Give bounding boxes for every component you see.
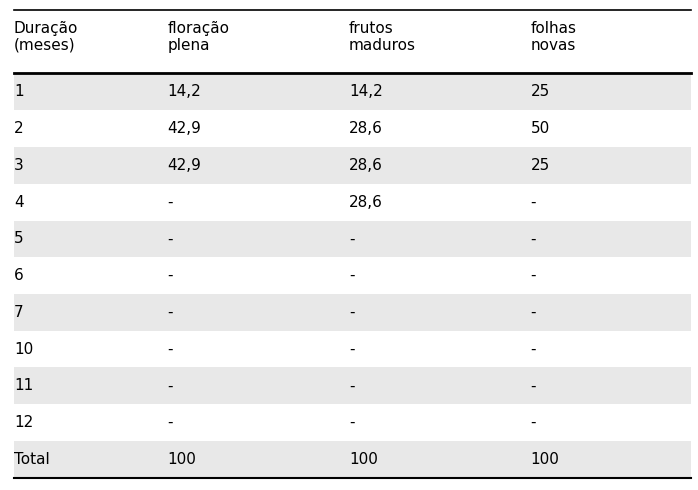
FancyBboxPatch shape — [14, 441, 691, 478]
Text: -: - — [530, 378, 536, 393]
Text: 14,2: 14,2 — [168, 84, 201, 99]
Text: -: - — [349, 305, 355, 320]
Text: 5: 5 — [14, 231, 24, 246]
FancyBboxPatch shape — [14, 368, 691, 404]
Text: folhas
novas: folhas novas — [530, 21, 577, 53]
Text: 6: 6 — [14, 268, 24, 283]
Text: 42,9: 42,9 — [168, 121, 202, 136]
Text: 25: 25 — [530, 158, 550, 173]
Text: -: - — [168, 415, 173, 430]
Text: 100: 100 — [349, 452, 378, 467]
Text: Total: Total — [14, 452, 50, 467]
Text: 1: 1 — [14, 84, 24, 99]
Text: 50: 50 — [530, 121, 550, 136]
Text: -: - — [168, 305, 173, 320]
Text: Duração
(meses): Duração (meses) — [14, 21, 78, 53]
FancyBboxPatch shape — [14, 147, 691, 184]
Text: 28,6: 28,6 — [349, 195, 383, 210]
Text: 28,6: 28,6 — [349, 121, 383, 136]
Text: 25: 25 — [530, 84, 550, 99]
Text: 14,2: 14,2 — [349, 84, 383, 99]
Text: 100: 100 — [168, 452, 196, 467]
Text: -: - — [349, 231, 355, 246]
Text: 4: 4 — [14, 195, 24, 210]
Text: 7: 7 — [14, 305, 24, 320]
Text: 2: 2 — [14, 121, 24, 136]
Text: -: - — [168, 268, 173, 283]
FancyBboxPatch shape — [14, 10, 691, 74]
Text: -: - — [530, 268, 536, 283]
Text: 10: 10 — [14, 342, 34, 357]
Text: 28,6: 28,6 — [349, 158, 383, 173]
Text: 100: 100 — [530, 452, 559, 467]
Text: -: - — [530, 305, 536, 320]
Text: 3: 3 — [14, 158, 24, 173]
Text: 42,9: 42,9 — [168, 158, 202, 173]
Text: frutos
maduros: frutos maduros — [349, 21, 416, 53]
FancyBboxPatch shape — [14, 220, 691, 257]
Text: -: - — [168, 231, 173, 246]
Text: 11: 11 — [14, 378, 34, 393]
Text: -: - — [349, 268, 355, 283]
FancyBboxPatch shape — [14, 184, 691, 220]
FancyBboxPatch shape — [14, 257, 691, 294]
Text: -: - — [530, 415, 536, 430]
FancyBboxPatch shape — [14, 404, 691, 441]
Text: -: - — [349, 378, 355, 393]
Text: -: - — [530, 195, 536, 210]
FancyBboxPatch shape — [14, 110, 691, 147]
Text: -: - — [530, 231, 536, 246]
FancyBboxPatch shape — [14, 74, 691, 110]
Text: -: - — [349, 415, 355, 430]
Text: 12: 12 — [14, 415, 34, 430]
Text: -: - — [168, 342, 173, 357]
FancyBboxPatch shape — [14, 294, 691, 331]
Text: -: - — [168, 378, 173, 393]
Text: floração
plena: floração plena — [168, 21, 230, 53]
Text: -: - — [530, 342, 536, 357]
FancyBboxPatch shape — [14, 331, 691, 368]
Text: -: - — [168, 195, 173, 210]
Text: -: - — [349, 342, 355, 357]
